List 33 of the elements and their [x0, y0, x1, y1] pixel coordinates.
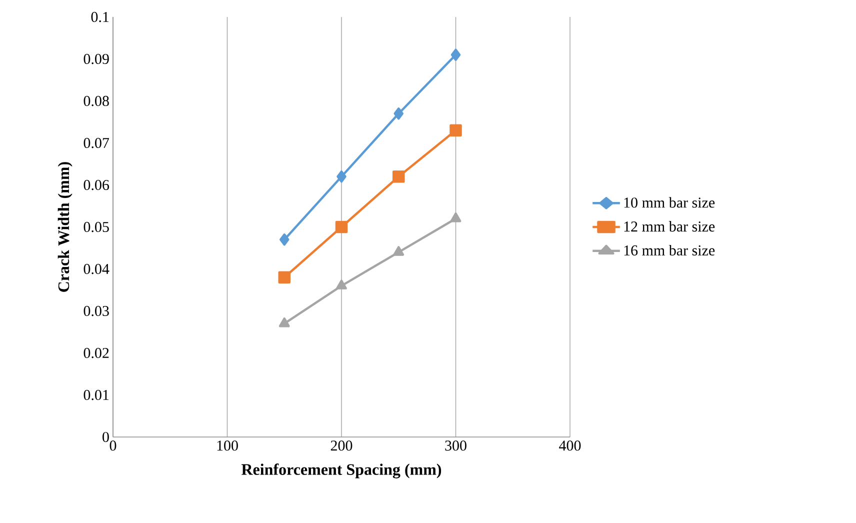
legend-label: 12 mm bar size	[624, 221, 715, 232]
y-tick-label: 0.03	[84, 306, 109, 316]
x-tick-label: 0	[110, 440, 116, 451]
point	[336, 280, 347, 290]
y-tick-label: 0.09	[84, 54, 109, 64]
y-axis-title: Crack Width (mm)	[58, 162, 72, 292]
point	[335, 220, 348, 234]
x-axis-title: Reinforcement Spacing (mm)	[241, 464, 442, 478]
point	[393, 246, 404, 256]
legend-label: 10 mm bar size	[624, 197, 715, 208]
point	[280, 233, 290, 246]
x-tick-label: 200	[330, 440, 352, 451]
y-tick-label: 0.02	[84, 348, 109, 358]
y-tick-label: 0.08	[84, 96, 109, 106]
point	[278, 271, 290, 284]
y-tick-label: 0.06	[84, 180, 110, 190]
y-tick-label: 0.07	[84, 138, 110, 148]
y-tick-label: 0.04	[84, 264, 110, 274]
y-tick-label: 0	[102, 432, 109, 442]
point	[450, 48, 461, 61]
y-tick-label: 0.01	[84, 390, 109, 400]
x-tick-label: 300	[445, 440, 466, 451]
y-tick-label: 0.05	[84, 222, 109, 232]
point	[394, 107, 404, 120]
y-tick-label: 0.1	[91, 12, 109, 22]
point	[450, 124, 462, 137]
point	[336, 170, 346, 183]
point	[450, 212, 462, 222]
point	[392, 170, 405, 183]
x-tick-label: 100	[217, 440, 238, 451]
legend-label: 16 mm bar size	[624, 244, 715, 256]
x-tick-label: 400	[559, 440, 581, 451]
point	[278, 317, 290, 328]
